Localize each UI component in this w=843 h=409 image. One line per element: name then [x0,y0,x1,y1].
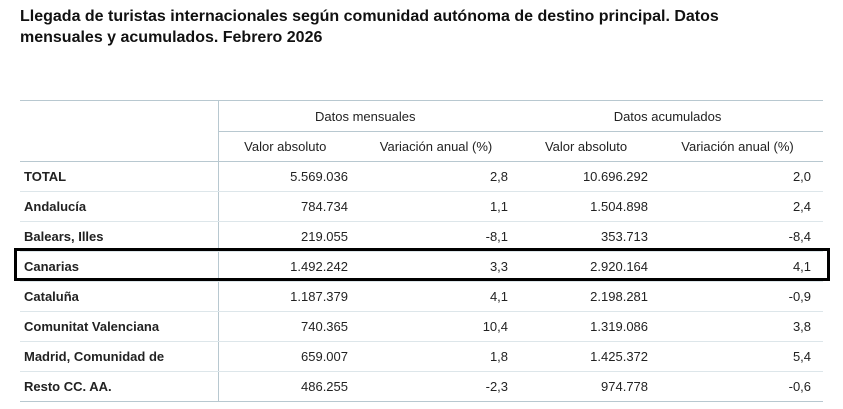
table-row: TOTAL 5.569.036 2,8 10.696.292 2,0 [20,161,824,192]
cell: 486.255 [217,371,360,402]
cell: -8,4 [660,221,824,252]
title: Llegada de turistas internacionales segú… [20,8,719,46]
cell: 10,4 [360,311,521,342]
table-row: Balears, Illes 219.055 -8,1 353.713 -8,4 [20,221,824,252]
cell: -0,9 [660,281,824,312]
cell: 3,8 [660,311,824,342]
cell: 974.778 [520,371,661,402]
cell: 1,1 [360,191,521,222]
group-header-row: Datos mensuales Datos acumulados [20,100,824,132]
cell: 784.734 [217,191,360,222]
table-row: Comunitat Valenciana 740.365 10,4 1.319.086… [20,311,824,342]
cell: 1.187.379 [217,281,360,312]
column-header: Variación anual (%) [360,131,521,162]
column-header: Valor absoluto [520,131,661,162]
table-row: Andalucía 784.734 1,1 1.504.898 2,4 [20,191,824,222]
cell: 2,0 [660,161,824,192]
table-row: Cataluña 1.187.379 4,1 2.198.281 -0,9 [20,281,824,312]
cell: 1.492.242 [217,251,360,282]
cell: 219.055 [217,221,360,252]
cell: 353.713 [520,221,661,252]
column-header: Valor absoluto [217,131,360,162]
cell: 10.696.292 [520,161,661,192]
highlight-box [14,248,830,281]
table-row: Madrid, Comunidad de 659.007 1,8 1.425.372 5… [20,341,824,372]
cell: 4,1 [360,281,521,312]
row-label: Andalucía [20,191,218,222]
row-label: Balears, Illes [20,221,218,252]
row-label: Cataluña [20,281,218,312]
row-label: Comunitat Valenciana [20,311,218,342]
cell: 1.504.898 [520,191,661,222]
cell: 2,4 [660,191,824,222]
table-row: Resto CC. AA. 486.255 -2,3 974.778 -0,6 [20,371,824,402]
row-label: Madrid, Comunidad de [20,341,218,372]
cell: 4,1 [660,251,824,282]
column-header-row: Valor absoluto Variación anual (%) Valor… [20,131,824,162]
cell: 659.007 [217,341,360,372]
cell: 1.319.086 [520,311,661,342]
cell: -2,3 [360,371,521,402]
cell: 3,3 [360,251,521,282]
data-table: Datos mensuales Datos acumulados Valor a… [20,100,824,402]
group-header: Datos mensuales [217,100,521,132]
column-header: Variación anual (%) [660,131,824,162]
cell: 2.920.164 [520,251,661,282]
group-header: Datos acumulados [520,100,824,132]
table-row: Canarias 1.492.242 3,3 2.920.164 4,1 [20,251,824,282]
cell: 1.425.372 [520,341,661,372]
cell: 5,4 [660,341,824,372]
cell: 740.365 [217,311,360,342]
cell: 2,8 [360,161,521,192]
cell: 2.198.281 [520,281,661,312]
cell: -0,6 [660,371,824,402]
row-label: TOTAL [20,161,218,192]
cell: 5.569.036 [217,161,360,192]
row-label: Canarias [20,251,218,282]
cell: -8,1 [360,221,521,252]
cell: 1,8 [360,341,521,372]
row-label: Resto CC. AA. [20,371,218,402]
